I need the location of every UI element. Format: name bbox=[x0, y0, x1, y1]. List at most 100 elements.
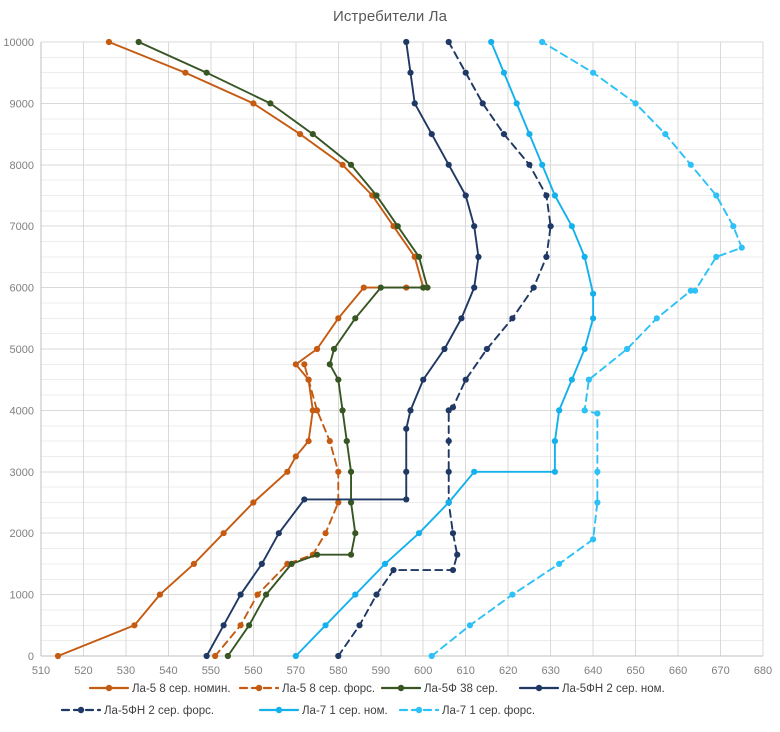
data-point bbox=[415, 530, 423, 537]
data-point bbox=[262, 591, 270, 598]
data-point bbox=[738, 244, 745, 251]
data-point bbox=[471, 284, 478, 291]
data-point bbox=[237, 622, 244, 629]
data-point bbox=[590, 290, 597, 297]
data-point bbox=[352, 315, 359, 322]
legend-label: Ла-5ФН 2 сер. ном. bbox=[562, 683, 665, 695]
data-point bbox=[449, 404, 457, 411]
legend-item[interactable]: Ла-5ФН 2 сер. ном. bbox=[518, 683, 665, 695]
major-gridlines bbox=[40, 41, 764, 657]
data-point bbox=[594, 499, 601, 506]
data-point bbox=[594, 410, 601, 417]
data-point bbox=[407, 407, 414, 414]
data-point bbox=[483, 345, 491, 353]
x-tick-label: 510 bbox=[32, 665, 50, 677]
y-tick-label: 0 bbox=[28, 651, 34, 663]
x-tick-label: 670 bbox=[711, 665, 729, 677]
x-tick-label: 660 bbox=[669, 665, 687, 677]
legend-item[interactable]: Ла-7 1 сер. ном. bbox=[258, 705, 388, 717]
data-point bbox=[246, 622, 253, 629]
legend-label: Ла-5 8 сер. номин. bbox=[132, 683, 231, 695]
data-point bbox=[305, 376, 312, 383]
legend-label: Ла-5Ф 38 сер. bbox=[424, 683, 498, 695]
data-point bbox=[590, 315, 597, 322]
data-point bbox=[360, 284, 367, 291]
x-tick-label: 550 bbox=[202, 665, 220, 677]
data-point bbox=[305, 438, 312, 445]
data-point bbox=[322, 622, 329, 629]
data-point bbox=[220, 622, 227, 629]
y-tick-label: 2000 bbox=[10, 528, 34, 540]
data-point bbox=[369, 192, 376, 199]
y-tick-label: 1000 bbox=[10, 590, 34, 602]
data-point bbox=[581, 407, 588, 414]
legend-item[interactable]: Ла-5ФН 2 сер. форс. bbox=[60, 705, 214, 717]
data-point bbox=[203, 652, 210, 660]
legend-item[interactable]: Ла-5Ф 38 сер. bbox=[380, 683, 498, 695]
data-point bbox=[403, 468, 410, 475]
data-point bbox=[539, 161, 546, 168]
data-point bbox=[212, 652, 219, 660]
data-point bbox=[445, 468, 452, 475]
legend-label: Ла-5 8 сер. форс. bbox=[282, 683, 375, 695]
data-point bbox=[330, 345, 338, 353]
data-point bbox=[551, 468, 558, 475]
data-point bbox=[403, 496, 410, 503]
chart-legend: Ла-5 8 сер. номин. Ла-5 8 сер. форс. Ла-5Ф… bbox=[60, 683, 665, 717]
legend-marker bbox=[397, 684, 405, 692]
data-point bbox=[462, 69, 469, 76]
data-point bbox=[156, 591, 164, 598]
data-point bbox=[594, 468, 601, 475]
x-tick-label: 630 bbox=[541, 665, 559, 677]
legend-label: Ла-5ФН 2 сер. форс. bbox=[104, 705, 214, 717]
data-point bbox=[224, 652, 231, 660]
x-tick-label: 590 bbox=[372, 665, 390, 677]
data-point bbox=[441, 345, 448, 353]
data-point bbox=[301, 361, 308, 368]
data-point bbox=[445, 38, 452, 46]
x-tick-label: 610 bbox=[457, 665, 475, 677]
legend-item[interactable]: Ла-5 8 сер. форс. bbox=[238, 683, 375, 695]
data-point bbox=[403, 38, 410, 46]
data-point bbox=[284, 468, 291, 475]
y-tick-label: 6000 bbox=[10, 283, 34, 295]
series-line bbox=[428, 38, 745, 660]
data-point bbox=[220, 530, 227, 537]
x-tick-label: 650 bbox=[626, 665, 644, 677]
data-point bbox=[335, 315, 342, 322]
legend-item[interactable]: Ла-7 1 сер. форс. bbox=[398, 705, 535, 717]
data-point bbox=[292, 652, 299, 660]
data-point bbox=[347, 161, 355, 168]
x-axis-tick-labels: 510 520 530 540 550 560 570 580 590 600 610 620 630 6… bbox=[32, 665, 772, 677]
data-point bbox=[585, 376, 592, 383]
data-point bbox=[526, 161, 533, 168]
data-point bbox=[687, 161, 694, 168]
data-point bbox=[267, 100, 274, 107]
data-point bbox=[292, 361, 299, 368]
data-point bbox=[347, 551, 355, 558]
y-tick-label: 8000 bbox=[10, 160, 34, 172]
data-point bbox=[182, 69, 189, 76]
data-point bbox=[424, 284, 431, 291]
data-point bbox=[313, 407, 321, 414]
legend-item[interactable]: Ла-5 8 сер. номин. bbox=[88, 683, 231, 695]
data-point bbox=[407, 69, 414, 76]
data-point bbox=[352, 591, 359, 598]
data-point bbox=[394, 223, 401, 230]
data-point bbox=[462, 376, 469, 383]
x-tick-label: 680 bbox=[754, 665, 772, 677]
data-point bbox=[730, 223, 737, 230]
data-point bbox=[356, 622, 363, 629]
data-point bbox=[254, 591, 261, 598]
data-point bbox=[509, 591, 516, 598]
data-point bbox=[662, 131, 669, 138]
x-tick-label: 540 bbox=[159, 665, 177, 677]
data-point bbox=[390, 223, 397, 230]
data-point bbox=[500, 69, 508, 76]
data-point bbox=[381, 560, 389, 568]
legend-marker bbox=[77, 706, 85, 714]
data-point bbox=[347, 499, 355, 506]
data-point bbox=[313, 345, 321, 353]
